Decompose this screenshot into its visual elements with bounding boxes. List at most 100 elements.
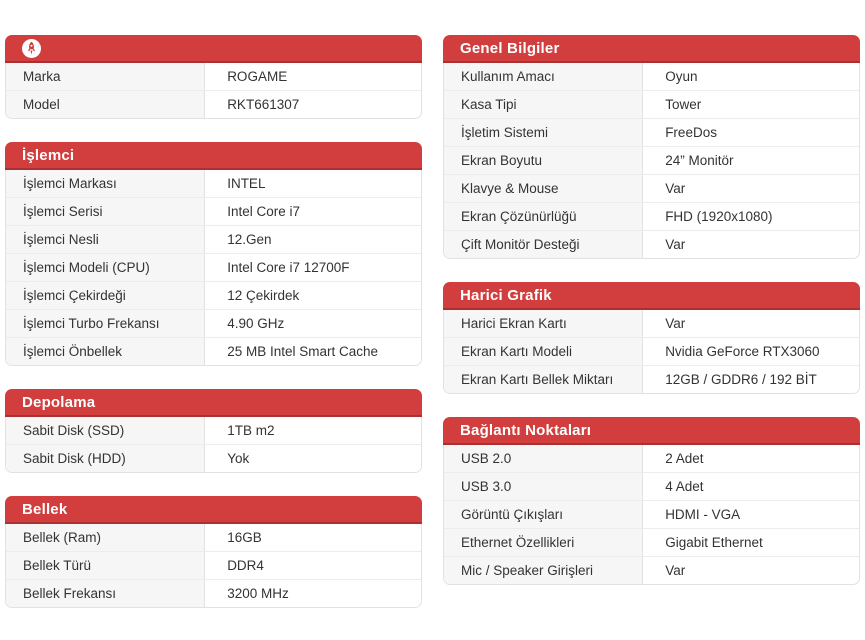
table-title: İşlemci — [22, 146, 75, 164]
spec-value: 4.90 GHz — [227, 316, 285, 331]
spec-value: Var — [665, 563, 686, 578]
spec-label: İşlemci Serisi — [6, 198, 206, 225]
spec-value: 12.Gen — [227, 232, 272, 247]
spec-value: Tower — [665, 97, 702, 112]
table-header-baglanti-noktalari: Bağlantı Noktaları — [443, 417, 860, 445]
spec-value: 1TB m2 — [227, 423, 275, 438]
spec-value: Var — [665, 181, 686, 196]
spec-label: İşlemci Markası — [6, 170, 206, 197]
spec-table-genel-bilgiler: Genel Bilgiler Kullanım Amacı Oyun Kasa Tip… — [443, 35, 860, 259]
spec-label: USB 2.0 — [444, 445, 644, 472]
spec-row: İşlemci Serisi Intel Core i7 — [6, 198, 421, 226]
spec-value: Yok — [227, 451, 250, 466]
spec-value: 2 Adet — [665, 451, 704, 466]
spec-value: HDMI - VGA — [665, 507, 741, 522]
spec-row: Bellek (Ram) 16GB — [6, 524, 421, 552]
spec-label: Çift Monitör Desteği — [444, 231, 644, 258]
spec-table-harici-grafik: Harici Grafik Harici Ekran Kartı Var Ekran … — [443, 282, 860, 394]
spec-value: Nvidia GeForce RTX3060 — [665, 344, 820, 359]
table-body-brand-info: Marka ROGAME Model RKT661307 — [5, 63, 422, 119]
spec-table-islemci: İşlemci İşlemci Markası INTEL İşlemci Seris… — [5, 142, 422, 366]
spec-value: 12 Çekirdek — [227, 288, 300, 303]
table-header-islemci: İşlemci — [5, 142, 422, 170]
spec-row: Kasa Tipi Tower — [444, 91, 859, 119]
spec-value: Var — [665, 316, 686, 331]
spec-row: İşlemci Önbellek 25 MB Intel Smart Cache — [6, 338, 421, 365]
table-header-brand-info — [5, 35, 422, 63]
spec-value: 16GB — [227, 530, 262, 545]
table-title: Harici Grafik — [460, 286, 552, 304]
spec-label: Ekran Boyutu — [444, 147, 644, 174]
spec-label: İşlemci Modeli (CPU) — [6, 254, 206, 281]
spec-row: Model RKT661307 — [6, 91, 421, 118]
spec-table-baglanti-noktalari: Bağlantı Noktaları USB 2.0 2 Adet USB 3.0 4 … — [443, 417, 860, 585]
spec-row: Sabit Disk (SSD) 1TB m2 — [6, 417, 421, 445]
spec-label: Klavye & Mouse — [444, 175, 644, 202]
spec-value: 4 Adet — [665, 479, 704, 494]
spec-value: Intel Core i7 — [227, 204, 300, 219]
spec-row: USB 3.0 4 Adet — [444, 473, 859, 501]
spec-label: USB 3.0 — [444, 473, 644, 500]
spec-row: Ekran Çözünürlüğü FHD (1920x1080) — [444, 203, 859, 231]
spec-table-brand-info: Marka ROGAME Model RKT661307 — [5, 35, 422, 119]
table-header-genel-bilgiler: Genel Bilgiler — [443, 35, 860, 63]
spec-column-right: Genel Bilgiler Kullanım Amacı Oyun Kasa Tip… — [443, 35, 860, 631]
spec-value: FreeDos — [665, 125, 717, 140]
spec-label: Sabit Disk (HDD) — [6, 445, 206, 472]
spec-row: Ethernet Özellikleri Gigabit Ethernet — [444, 529, 859, 557]
spec-label: Ekran Çözünürlüğü — [444, 203, 644, 230]
spec-value: ROGAME — [227, 69, 288, 84]
brand-logo — [22, 38, 41, 58]
spec-value: Intel Core i7 12700F — [227, 260, 350, 275]
spec-row: İşlemci Modeli (CPU) Intel Core i7 12700F — [6, 254, 421, 282]
spec-label: Sabit Disk (SSD) — [6, 417, 206, 444]
spec-label: Harici Ekran Kartı — [444, 310, 644, 337]
table-header-bellek: Bellek — [5, 496, 422, 524]
spec-value: DDR4 — [227, 558, 264, 573]
spec-value: Gigabit Ethernet — [665, 535, 763, 550]
table-body-genel-bilgiler: Kullanım Amacı Oyun Kasa Tipi Tower İşletim … — [443, 63, 860, 259]
table-body-depolama: Sabit Disk (SSD) 1TB m2 Sabit Disk (HDD) Yo… — [5, 417, 422, 473]
spec-row: Görüntü Çıkışları HDMI - VGA — [444, 501, 859, 529]
spec-row: Bellek Türü DDR4 — [6, 552, 421, 580]
spec-label: Kasa Tipi — [444, 91, 644, 118]
spec-label: Marka — [6, 63, 206, 90]
table-body-bellek: Bellek (Ram) 16GB Bellek Türü DDR4 Bellek Fr… — [5, 524, 422, 608]
table-body-harici-grafik: Harici Ekran Kartı Var Ekran Kartı Modeli N… — [443, 310, 860, 394]
table-body-baglanti-noktalari: USB 2.0 2 Adet USB 3.0 4 Adet Görüntü Çıkışl… — [443, 445, 860, 585]
spec-label: Bellek (Ram) — [6, 524, 206, 551]
spec-label: Ethernet Özellikleri — [444, 529, 644, 556]
spec-value: 3200 MHz — [227, 586, 289, 601]
table-title: Bellek — [22, 500, 68, 518]
spec-row: İşlemci Turbo Frekansı 4.90 GHz — [6, 310, 421, 338]
spec-label: İşlemci Çekirdeği — [6, 282, 206, 309]
spec-label: Model — [6, 91, 206, 118]
spec-label: İşlemci Önbellek — [6, 338, 206, 365]
table-title: Bağlantı Noktaları — [460, 421, 592, 439]
spec-label: Ekran Kartı Bellek Miktarı — [444, 366, 644, 393]
table-header-depolama: Depolama — [5, 389, 422, 417]
spec-row: İşlemci Markası INTEL — [6, 170, 421, 198]
table-title: Genel Bilgiler — [460, 39, 560, 57]
spec-value: 24” Monitör — [665, 153, 734, 168]
spec-row: Çift Monitör Desteği Var — [444, 231, 859, 258]
spec-row: İşlemci Çekirdeği 12 Çekirdek — [6, 282, 421, 310]
spec-label: Bellek Türü — [6, 552, 206, 579]
spec-label: Mic / Speaker Girişleri — [444, 557, 644, 584]
spec-label: İşlemci Nesli — [6, 226, 206, 253]
spec-row: Ekran Boyutu 24” Monitör — [444, 147, 859, 175]
spec-value: Var — [665, 237, 686, 252]
spec-label: İşlemci Turbo Frekansı — [6, 310, 206, 337]
spec-table-depolama: Depolama Sabit Disk (SSD) 1TB m2 Sabit Disk… — [5, 389, 422, 473]
spec-row: Bellek Frekansı 3200 MHz — [6, 580, 421, 607]
spec-row: Sabit Disk (HDD) Yok — [6, 445, 421, 472]
spec-value: 25 MB Intel Smart Cache — [227, 344, 379, 359]
spec-row: Ekran Kartı Modeli Nvidia GeForce RTX3060 — [444, 338, 859, 366]
spec-value: 12GB / GDDR6 / 192 BİT — [665, 372, 817, 387]
spec-label: Bellek Frekansı — [6, 580, 206, 607]
spec-value: Oyun — [665, 69, 698, 84]
table-header-harici-grafik: Harici Grafik — [443, 282, 860, 310]
rocket-brand-icon — [22, 38, 41, 58]
spec-row: Mic / Speaker Girişleri Var — [444, 557, 859, 584]
